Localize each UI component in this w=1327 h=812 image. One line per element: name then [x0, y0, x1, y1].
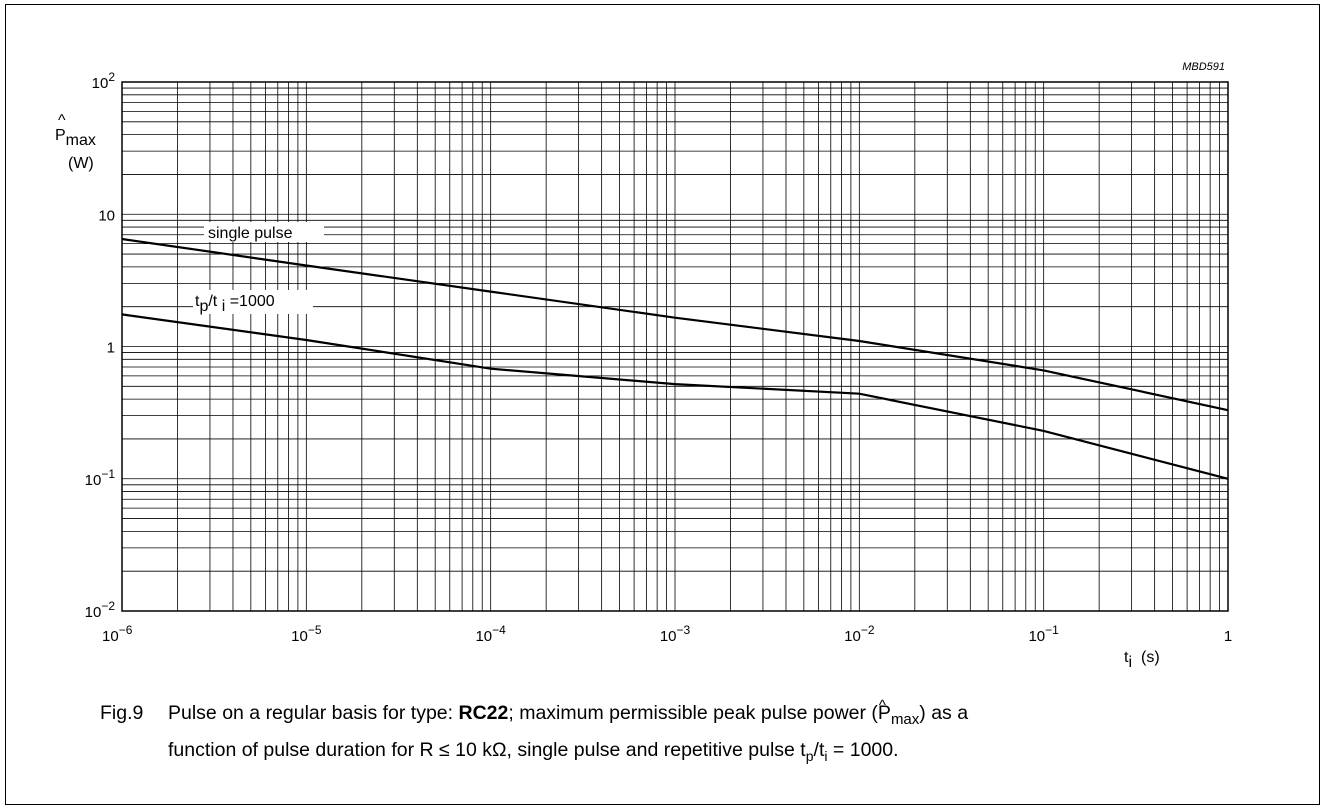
series-line-repetitive: [121, 313, 1229, 480]
x-tick-label: 10−1: [1028, 623, 1059, 645]
chart-series: [121, 237, 1229, 480]
caption-fig-label: Fig.9: [100, 702, 144, 724]
series-label-bg-single-pulse: [204, 222, 324, 242]
x-tick-label: 10−3: [660, 623, 691, 645]
y-axis-unit: (W): [68, 155, 94, 172]
y-tick-label: 10: [98, 207, 115, 224]
y-tick-label: 10−2: [85, 599, 116, 621]
y-axis-hat: ^: [58, 112, 66, 129]
series-label-bg-repetitive: [193, 290, 313, 314]
y-axis-symbol: P: [55, 127, 66, 144]
figure-caption: Fig.9 Pulse on a regular basis for type: …: [100, 697, 969, 771]
y-axis-subscript: max: [66, 132, 96, 149]
y-tick-label: 1: [107, 340, 115, 357]
x-tick-label: 10−5: [291, 623, 322, 645]
x-tick-label: 10−2: [844, 623, 875, 645]
svg-text:Pmax: Pmax: [55, 127, 96, 149]
y-tick-label: 102: [92, 70, 116, 92]
x-tick-label: 1: [1224, 628, 1232, 645]
x-axis-subscript: i: [1128, 654, 1132, 671]
series-label-single-pulse: single pulse: [208, 225, 293, 242]
x-tick-label: 10−6: [102, 623, 133, 645]
x-axis-symbol: t: [1124, 649, 1129, 666]
caption-line-1: Fig.9 Pulse on a regular basis for type: …: [100, 697, 969, 728]
y-tick-label: 10−1: [85, 467, 116, 489]
y-axis-label: ^ Pmax (W): [55, 112, 96, 172]
x-axis-label: ti (s): [1124, 649, 1160, 671]
x-axis-unit: (s): [1141, 649, 1160, 666]
figure-code: MBD591: [1182, 61, 1225, 73]
chart-grid: [121, 82, 1228, 612]
series-label-repetitive: tp/t i =1000: [195, 293, 275, 315]
figure-frame: [5, 4, 1320, 805]
caption-line-2: function of pulse duration for R ≤ 10 kΩ…: [168, 738, 899, 764]
series-line-single-pulse: [121, 237, 1229, 412]
x-tick-label: 10−4: [475, 623, 506, 645]
caption-type-name: RC22: [458, 702, 509, 724]
plot-border: [121, 81, 1229, 612]
caption-symbol: ^ P: [877, 697, 891, 724]
